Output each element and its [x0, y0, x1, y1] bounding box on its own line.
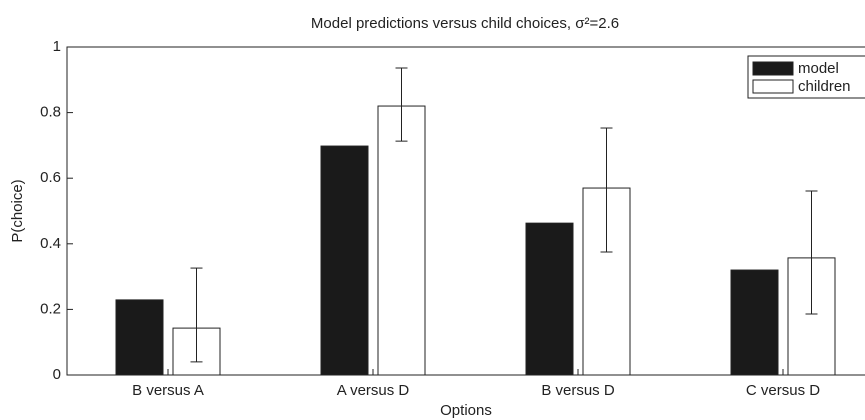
error-bar — [600, 127, 613, 253]
y-tick-label: 0.6 — [40, 169, 61, 186]
x-tick-label: C versus D — [746, 382, 820, 399]
x-axis-label: Options — [440, 402, 492, 419]
y-tick-label: 0.2 — [40, 300, 61, 317]
y-axis-label: P(choice) — [9, 179, 26, 242]
bar — [320, 145, 369, 376]
x-tick-label: B versus A — [132, 382, 204, 399]
chart-title: Model predictions versus child choices, … — [311, 15, 619, 32]
bar — [730, 269, 779, 376]
legend-label: model — [798, 60, 839, 77]
x-tick-label: B versus D — [541, 382, 615, 399]
plot-area — [66, 46, 865, 376]
error-bar — [805, 190, 818, 315]
legend-swatch — [752, 79, 794, 94]
y-tick-label: 0.4 — [40, 235, 61, 252]
legend-swatch — [752, 61, 794, 76]
bar — [525, 222, 574, 376]
legend-label: children — [798, 78, 851, 95]
error-bar — [395, 67, 408, 142]
bar — [115, 299, 164, 376]
x-tick-label: A versus D — [337, 382, 410, 399]
y-tick-label: 0 — [53, 366, 61, 383]
error-bar — [190, 267, 203, 363]
y-tick-label: 1 — [53, 38, 61, 55]
bar — [377, 105, 426, 376]
y-tick-label: 0.8 — [40, 104, 61, 121]
